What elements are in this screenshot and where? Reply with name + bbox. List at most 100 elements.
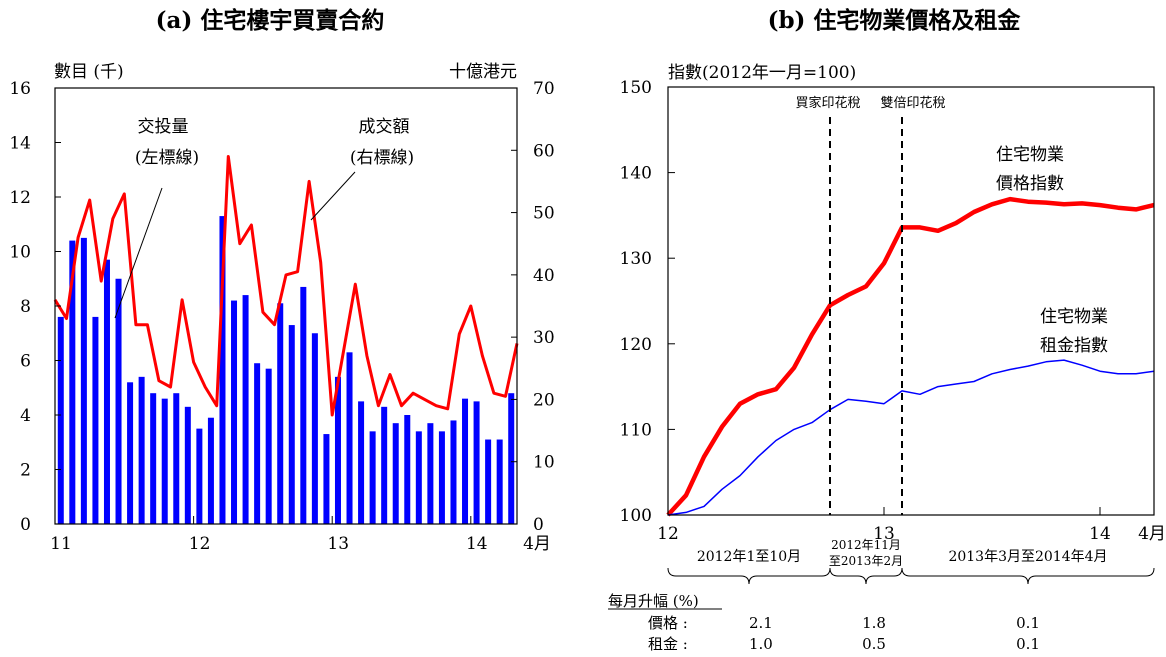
tick-label-month: 4月 — [1138, 524, 1166, 544]
panel-a-plot-frame — [54, 87, 518, 525]
series-label-price-line2: 價格指數 — [996, 174, 1064, 194]
panel-a-right-axis-label: 十億港元 — [449, 62, 517, 82]
tick-label-left: 140 — [620, 164, 652, 184]
table-rent-period-3: 0.1 — [1016, 635, 1040, 653]
bar-volume — [415, 431, 422, 524]
table-price-period-2: 1.8 — [862, 614, 886, 632]
tick-label-year: 12 — [189, 534, 211, 554]
bar-volume — [231, 300, 238, 524]
tick-label-year: 13 — [327, 534, 349, 554]
line-price-index — [666, 196, 1155, 517]
table-rent-period-1: 1.0 — [749, 635, 773, 653]
annotation-value-leader — [310, 171, 356, 221]
bar-volume — [69, 240, 76, 524]
tick-label-left: 2 — [20, 461, 31, 481]
bar-volume — [358, 401, 365, 524]
bar-volume — [404, 415, 411, 524]
tick-label-right: 30 — [533, 328, 555, 348]
panel-b-title: (b) 住宅物業價格及租金 — [768, 7, 1022, 34]
tick-label-year: 12 — [657, 524, 679, 544]
bar-volume — [219, 216, 226, 524]
bar-volume — [277, 303, 284, 524]
line-rent-index — [667, 359, 1155, 516]
panel-a-line-layer — [53, 155, 519, 417]
brace-period-1 — [667, 567, 831, 585]
tick-label-left: 10 — [9, 243, 31, 263]
bar-volume — [196, 428, 203, 524]
period-braces — [667, 567, 1155, 585]
panel-a: (a) 住宅樓宇買賣合約 數目 (千) 十億港元 024681012141601… — [9, 7, 554, 554]
bar-volume — [508, 393, 515, 524]
bar-volume — [334, 376, 341, 524]
event-label-buyer-stamp-duty: 買家印花稅 — [795, 95, 860, 111]
bar-volume — [265, 368, 272, 524]
bar-volume — [427, 423, 434, 524]
table-header: 每月升幅 (%) — [608, 592, 699, 610]
period-label-3: 2013年3月至2014年4月 — [948, 549, 1107, 565]
panel-b-plot-frame — [667, 86, 1155, 516]
panel-a-title: (a) 住宅樓宇買賣合約 — [156, 7, 385, 34]
brace-period-2 — [829, 567, 903, 585]
tick-label-left: 130 — [620, 249, 652, 269]
bar-volume — [288, 325, 295, 524]
bar-volume — [323, 434, 330, 524]
event-label-double-stamp-duty: 雙倍印花稅 — [880, 95, 945, 111]
table-row-price-label: 價格 : — [648, 614, 688, 632]
bar-volume — [346, 352, 353, 524]
tick-label-left: 0 — [20, 515, 31, 535]
bar-volume — [92, 316, 99, 524]
bar-volume — [115, 278, 122, 524]
period-label-2-line1: 2012年11月 — [831, 538, 901, 552]
bar-volume — [254, 363, 261, 524]
bar-volume — [496, 439, 503, 524]
bar-volume — [381, 406, 388, 524]
tick-label-right: 20 — [533, 390, 555, 410]
tick-label-left: 150 — [620, 78, 652, 98]
table-rent-period-2: 0.5 — [862, 635, 886, 653]
period-label-2-line2: 至2013年2月 — [829, 554, 903, 568]
bar-volume — [242, 295, 249, 524]
bar-volume — [173, 393, 180, 524]
annotation-value-line1: 成交額 — [359, 117, 410, 137]
bar-volume — [161, 398, 168, 524]
bar-volume — [485, 439, 492, 524]
panel-b-line-layer — [666, 196, 1155, 517]
bar-volume — [473, 401, 480, 524]
bar-volume — [207, 417, 214, 524]
series-label-rent-line1: 住宅物業 — [1040, 307, 1108, 327]
bar-volume — [184, 406, 191, 524]
bar-volume — [150, 393, 157, 524]
tick-label-right: 50 — [533, 204, 555, 224]
tick-label-left: 120 — [620, 335, 652, 355]
line-transaction-value — [53, 155, 519, 417]
bar-volume — [369, 431, 376, 524]
panel-b-ticks: 100 110 120 130 140 150 12 13 14 4月 — [620, 78, 1166, 544]
bar-volume — [462, 398, 469, 524]
tick-label-left: 100 — [620, 506, 652, 526]
bar-volume — [300, 286, 307, 524]
tick-label-year: 14 — [466, 534, 488, 554]
bar-volume — [80, 237, 87, 524]
table-price-period-1: 2.1 — [749, 614, 773, 632]
panel-a-bars — [57, 216, 515, 524]
tick-label-year: 13 — [873, 524, 895, 544]
tick-label-month: 4月 — [523, 534, 551, 554]
tick-label-left: 8 — [20, 297, 31, 317]
annotation-volume-line1: 交投量 — [138, 117, 189, 137]
tick-label-right: 0 — [533, 515, 544, 535]
tick-label-year: 11 — [50, 534, 72, 554]
bar-volume — [450, 420, 457, 524]
bar-volume — [138, 376, 145, 524]
annotation-value-line2: (右標線) — [350, 148, 414, 168]
tick-label-right: 10 — [533, 453, 555, 473]
annotation-volume-line2: (左標線) — [135, 148, 199, 168]
brace-period-3 — [901, 567, 1155, 585]
tick-label-right: 60 — [533, 141, 555, 161]
bar-volume — [127, 382, 134, 524]
panel-a-left-axis-label: 數目 (千) — [54, 62, 124, 82]
tick-label-left: 6 — [20, 352, 31, 372]
tick-label-right: 40 — [533, 266, 555, 286]
bar-volume — [438, 431, 445, 524]
tick-label-left: 12 — [9, 188, 31, 208]
